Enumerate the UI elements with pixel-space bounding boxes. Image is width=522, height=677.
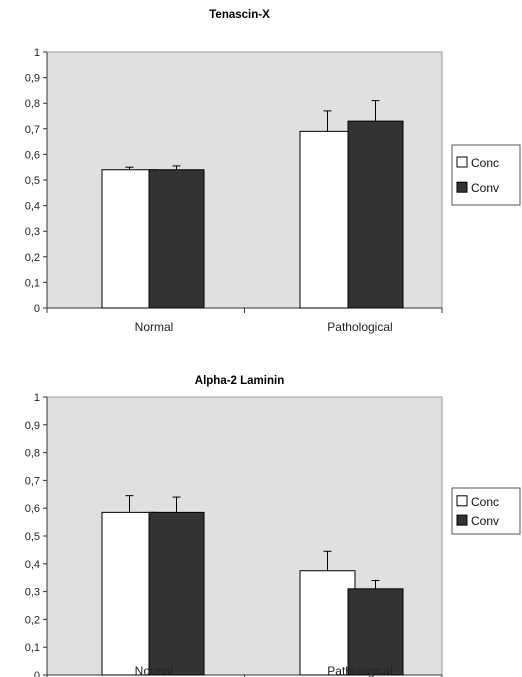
y-tick-label: 0,7 [25, 475, 40, 487]
chart-title: Tenascin-X [209, 9, 270, 21]
x-category-label: Pathological [327, 320, 392, 334]
legend-label-conc: Conc [471, 495, 499, 509]
bar-pathological-conc [299, 570, 356, 676]
y-tick-label: 0,4 [25, 559, 40, 571]
legend [451, 144, 521, 206]
bar-normal-conv [148, 511, 205, 676]
y-tick-label: 0,3 [25, 587, 40, 599]
bar-pathological-conv [347, 588, 404, 676]
y-tick-label: 0,3 [25, 226, 40, 238]
y-tick-label: 0,4 [25, 201, 40, 213]
legend-swatch-conv [456, 514, 468, 526]
y-tick-label: 0,9 [25, 73, 40, 85]
y-tick-label: 0,7 [25, 124, 40, 136]
chart-tenascin-x: Tenascin-X 0 0,1 0,2 0,3 0,4 0,5 0,6 0,7 0,8 0,9 1 N… [25, 9, 521, 334]
y-tick-label: 1 [34, 392, 40, 404]
y-tick-label: 0,5 [25, 531, 40, 543]
bar-normal-conc [101, 511, 158, 676]
y-tick-label: 0,2 [25, 252, 40, 264]
y-tick-label: 0,6 [25, 149, 40, 161]
bar-pathological-conv [347, 120, 404, 309]
bar-normal-conc [101, 169, 158, 309]
chart-title: Alpha-2 Laminin [195, 375, 284, 387]
legend-label-conc: Conc [471, 156, 499, 170]
y-tick-label: 0,1 [25, 642, 40, 654]
y-tick-label: 0,5 [25, 175, 40, 187]
bar-normal-conv [148, 169, 205, 309]
y-tick-label: 0,6 [25, 503, 40, 515]
y-tick-label: 0,9 [25, 420, 40, 432]
y-tick-label: 0 [34, 670, 40, 677]
chart-alpha-2-laminin: Alpha-2 Laminin 0 0,1 0,2 0,3 0,4 0,5 0,6 0,7 0,8… [25, 375, 521, 677]
legend-swatch-conc [456, 495, 468, 507]
legend-swatch-conv [456, 181, 468, 193]
y-tick-label: 0,2 [25, 614, 40, 626]
y-tick-label: 0,8 [25, 98, 40, 110]
x-category-label: Normal [135, 320, 174, 334]
y-tick-label: 0,8 [25, 448, 40, 460]
legend-label-conv: Conv [471, 514, 499, 528]
legend-label-conv: Conv [471, 181, 499, 195]
x-category-label: Normal [135, 664, 174, 677]
bar-pathological-conc [299, 130, 356, 309]
y-tick-label: 0 [34, 303, 40, 315]
x-category-label: Pathological [327, 664, 392, 677]
y-tick-label: 1 [34, 47, 40, 59]
legend-swatch-conc [456, 156, 468, 168]
y-tick-label: 0,1 [25, 277, 40, 289]
